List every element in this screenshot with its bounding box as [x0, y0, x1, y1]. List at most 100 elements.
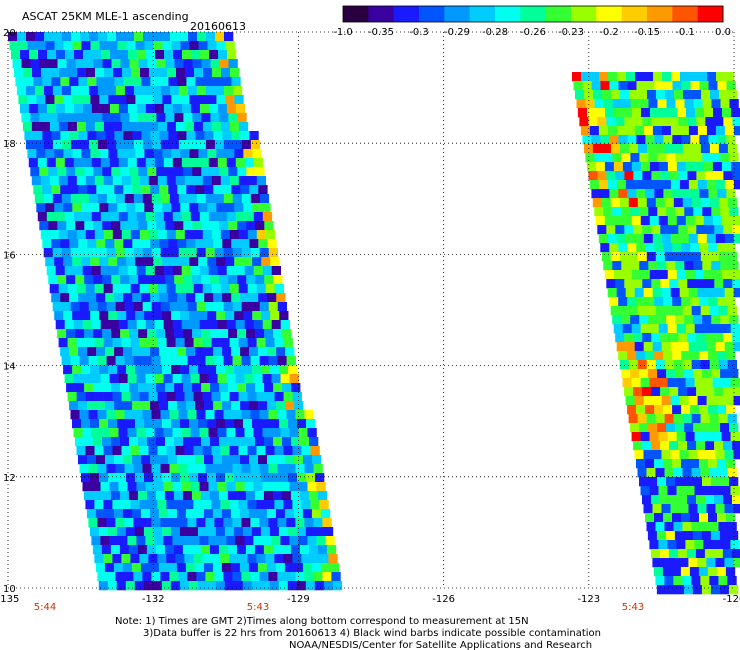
data-cell: [703, 216, 714, 226]
data-cell: [319, 554, 329, 564]
data-cell: [214, 572, 224, 582]
data-cell: [271, 320, 281, 330]
data-cell: [189, 41, 199, 51]
data-cell: [174, 167, 184, 177]
data-cell: [690, 405, 700, 415]
data-cell: [184, 122, 195, 132]
data-cell: [705, 495, 715, 505]
data-cell: [223, 248, 233, 258]
data-cell: [48, 167, 58, 177]
data-cell: [249, 347, 259, 357]
data-cell: [136, 266, 146, 276]
data-cell: [227, 491, 238, 501]
data-cell: [639, 99, 649, 109]
data-cell: [87, 455, 97, 465]
data-cell: [630, 369, 640, 379]
data-cell: [96, 239, 106, 249]
data-cell: [732, 387, 740, 397]
data-cell: [59, 68, 69, 78]
data-cell: [280, 320, 290, 330]
data-cell: [277, 572, 287, 582]
data-cell: [696, 117, 706, 127]
data-cell: [158, 563, 169, 573]
data-cell: [178, 140, 189, 150]
data-cell: [176, 68, 186, 78]
data-cell: [694, 270, 705, 280]
data-cell: [709, 414, 719, 424]
data-cell: [52, 140, 63, 150]
data-cell: [87, 347, 97, 357]
data-cell: [628, 252, 639, 262]
data-cell: [180, 365, 190, 375]
data-cell: [269, 527, 280, 537]
data-cell: [114, 347, 124, 357]
data-cell: [43, 86, 54, 96]
data-cell: [70, 356, 80, 366]
data-cell: [76, 122, 87, 132]
data-cell: [163, 374, 173, 384]
data-cell: [676, 324, 686, 334]
data-cell: [102, 167, 112, 177]
data-cell: [281, 491, 292, 501]
data-cell: [90, 365, 100, 375]
data-cell: [235, 374, 245, 384]
data-cell: [220, 284, 230, 294]
data-cell: [79, 410, 89, 420]
data-cell: [633, 333, 643, 343]
data-cell: [219, 167, 229, 177]
data-cell: [277, 464, 287, 474]
data-cell: [618, 297, 628, 307]
data-cell: [728, 90, 738, 100]
data-cell: [278, 527, 289, 537]
data-cell: [198, 473, 208, 483]
data-cell: [721, 162, 732, 172]
data-cell: [209, 50, 219, 60]
data-cell: [663, 189, 673, 199]
data-cell: [679, 396, 689, 406]
colorbar-segment: [469, 6, 496, 22]
data-cell: [685, 324, 695, 334]
data-cell: [175, 446, 185, 456]
data-cell: [645, 405, 655, 415]
data-cell: [631, 270, 642, 280]
data-cell: [66, 167, 76, 177]
data-cell: [102, 221, 112, 231]
data-cell: [685, 432, 695, 442]
data-cell: [170, 32, 180, 42]
data-cell: [696, 171, 706, 181]
data-cell: [697, 288, 707, 298]
data-cell: [283, 446, 293, 456]
data-cell: [659, 108, 669, 118]
data-cell: [702, 153, 712, 163]
data-cell: [615, 117, 625, 127]
data-cell: [210, 221, 220, 231]
data-cell: [141, 77, 151, 87]
data-cell: [232, 518, 242, 528]
data-cell: [198, 149, 208, 159]
data-cell: [243, 473, 253, 483]
data-cell: [79, 464, 89, 474]
data-cell: [192, 167, 202, 177]
data-cell: [225, 203, 235, 213]
data-cell: [193, 176, 204, 186]
data-cell: [191, 545, 202, 555]
data-cell: [82, 104, 93, 114]
data-cell: [605, 108, 615, 118]
data-cell: [76, 446, 86, 456]
data-cell: [214, 518, 224, 528]
data-cell: [179, 527, 190, 537]
data-cell: [106, 302, 116, 312]
data-cell: [241, 518, 251, 528]
data-cell: [281, 545, 292, 555]
data-cell: [195, 293, 205, 303]
data-cell: [642, 171, 652, 181]
data-cell: [63, 149, 73, 159]
data-cell: [202, 338, 212, 348]
data-cell: [679, 126, 690, 136]
data-cell: [250, 248, 260, 258]
data-cell: [105, 77, 115, 87]
data-cell: [688, 126, 699, 136]
data-cell: [123, 347, 133, 357]
data-cell: [258, 239, 268, 249]
